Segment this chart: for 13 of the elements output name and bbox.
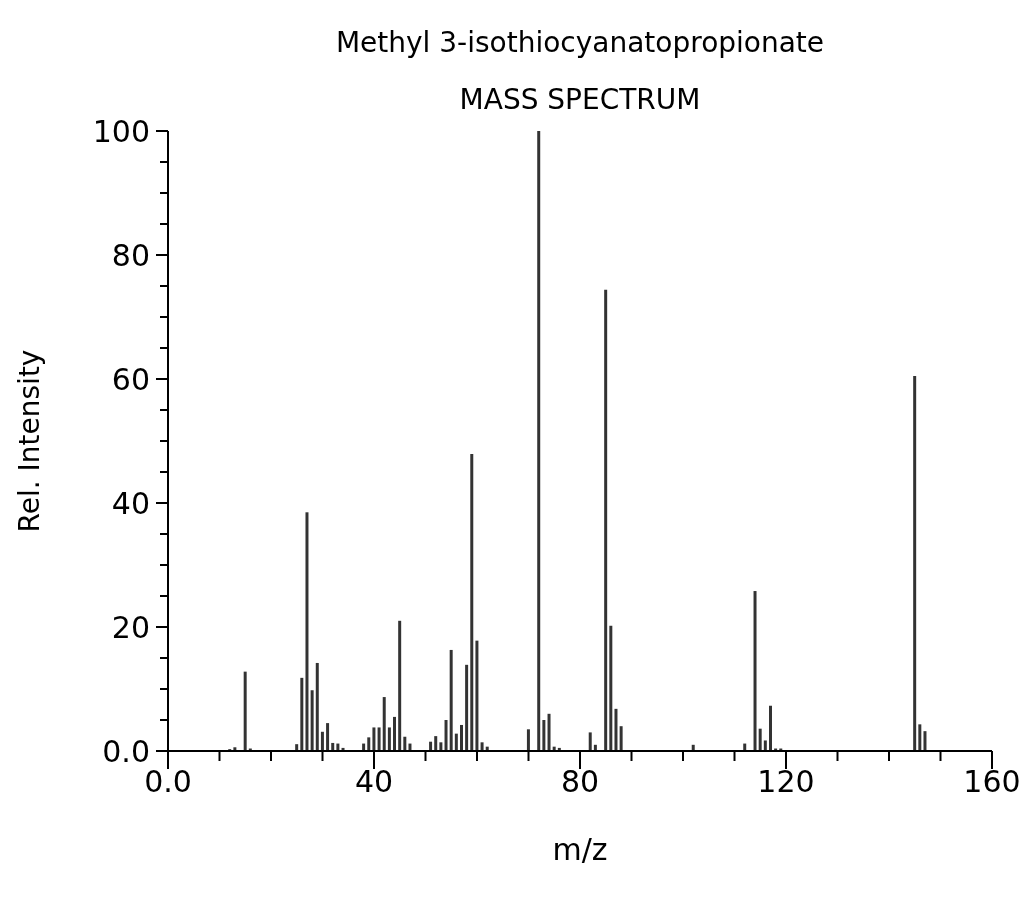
- y-tick-label: 80: [111, 237, 150, 273]
- chart-title: Methyl 3-isothiocyanatopropionate: [335, 26, 825, 60]
- y-tick-label: 40: [111, 485, 150, 521]
- x-tick-label: 40: [354, 764, 394, 799]
- y-axis-title: Rel. Intensity: [13, 349, 47, 533]
- chart-subtitle: MASS SPECTRUM: [459, 83, 701, 117]
- y-tick-label: 100: [92, 113, 150, 149]
- y-tick-label: 20: [111, 609, 150, 645]
- x-tick-label: 160: [963, 764, 1021, 799]
- x-axis-title: m/z: [552, 832, 608, 868]
- x-tick-label: 80: [560, 764, 600, 799]
- x-tick-label: 120: [757, 764, 815, 799]
- y-tick-label: 60: [111, 361, 150, 397]
